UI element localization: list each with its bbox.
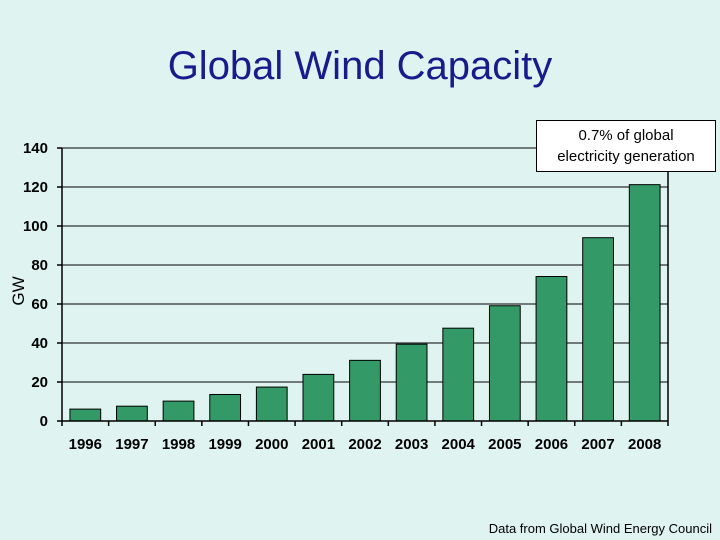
y-tick-label: 0	[40, 413, 48, 430]
x-tick-label: 2007	[581, 436, 614, 453]
y-tick-label: 100	[23, 218, 48, 235]
y-tick-label: 20	[31, 374, 48, 391]
x-tick-label: 1996	[69, 436, 102, 453]
x-tick-label: 2000	[255, 436, 288, 453]
y-tick-label: 40	[31, 335, 48, 352]
x-tick-label: 2008	[628, 436, 661, 453]
axes	[57, 147, 669, 426]
x-tick-label: 2002	[348, 436, 381, 453]
bars	[69, 184, 661, 422]
source-note: Data from Global Wind Energy Council	[488, 521, 712, 536]
y-tick-label: 120	[23, 179, 48, 196]
y-axis-label: GW	[9, 276, 28, 305]
bar-2005	[488, 305, 521, 422]
annotation-line-2: electricity generation	[557, 148, 695, 165]
x-tick-label: 2003	[395, 436, 428, 453]
chart-title: Global Wind Capacity	[167, 44, 553, 88]
y-tick-label: 80	[31, 257, 48, 274]
bar-2001	[302, 373, 335, 422]
x-tick-label: 1997	[115, 436, 148, 453]
gridlines	[62, 147, 668, 383]
y-tick-labels: 0 20 40 60 80 100 120 140	[23, 140, 48, 430]
bar-1997	[116, 405, 148, 422]
bar-2007	[582, 237, 614, 422]
bar-2002	[349, 359, 381, 422]
x-tick-label: 2004	[442, 436, 476, 453]
bar-2008	[628, 184, 661, 422]
bar-1998	[162, 400, 195, 422]
annotation-box: 0.7% of global electricity generation	[536, 120, 716, 172]
bar-1999	[209, 393, 242, 422]
x-tick-label: 2001	[302, 436, 335, 453]
x-tick-labels: 1996 1997 1998 1999 2000 2001 2002 2003 2004 2005…	[69, 436, 662, 453]
x-tick-label: 2006	[535, 436, 568, 453]
bar-2006	[535, 276, 568, 422]
x-tick-label: 1998	[162, 436, 195, 453]
bar-1996	[69, 408, 102, 422]
bar-2004	[442, 327, 475, 422]
x-tick-label: 2005	[488, 436, 521, 453]
bar-2003	[395, 343, 428, 422]
bar-2000	[255, 386, 288, 422]
annotation-line-1: 0.7% of global	[578, 127, 674, 144]
x-tick-label: 1999	[208, 436, 241, 453]
y-tick-label: 60	[31, 296, 48, 313]
y-tick-label: 140	[23, 140, 48, 157]
